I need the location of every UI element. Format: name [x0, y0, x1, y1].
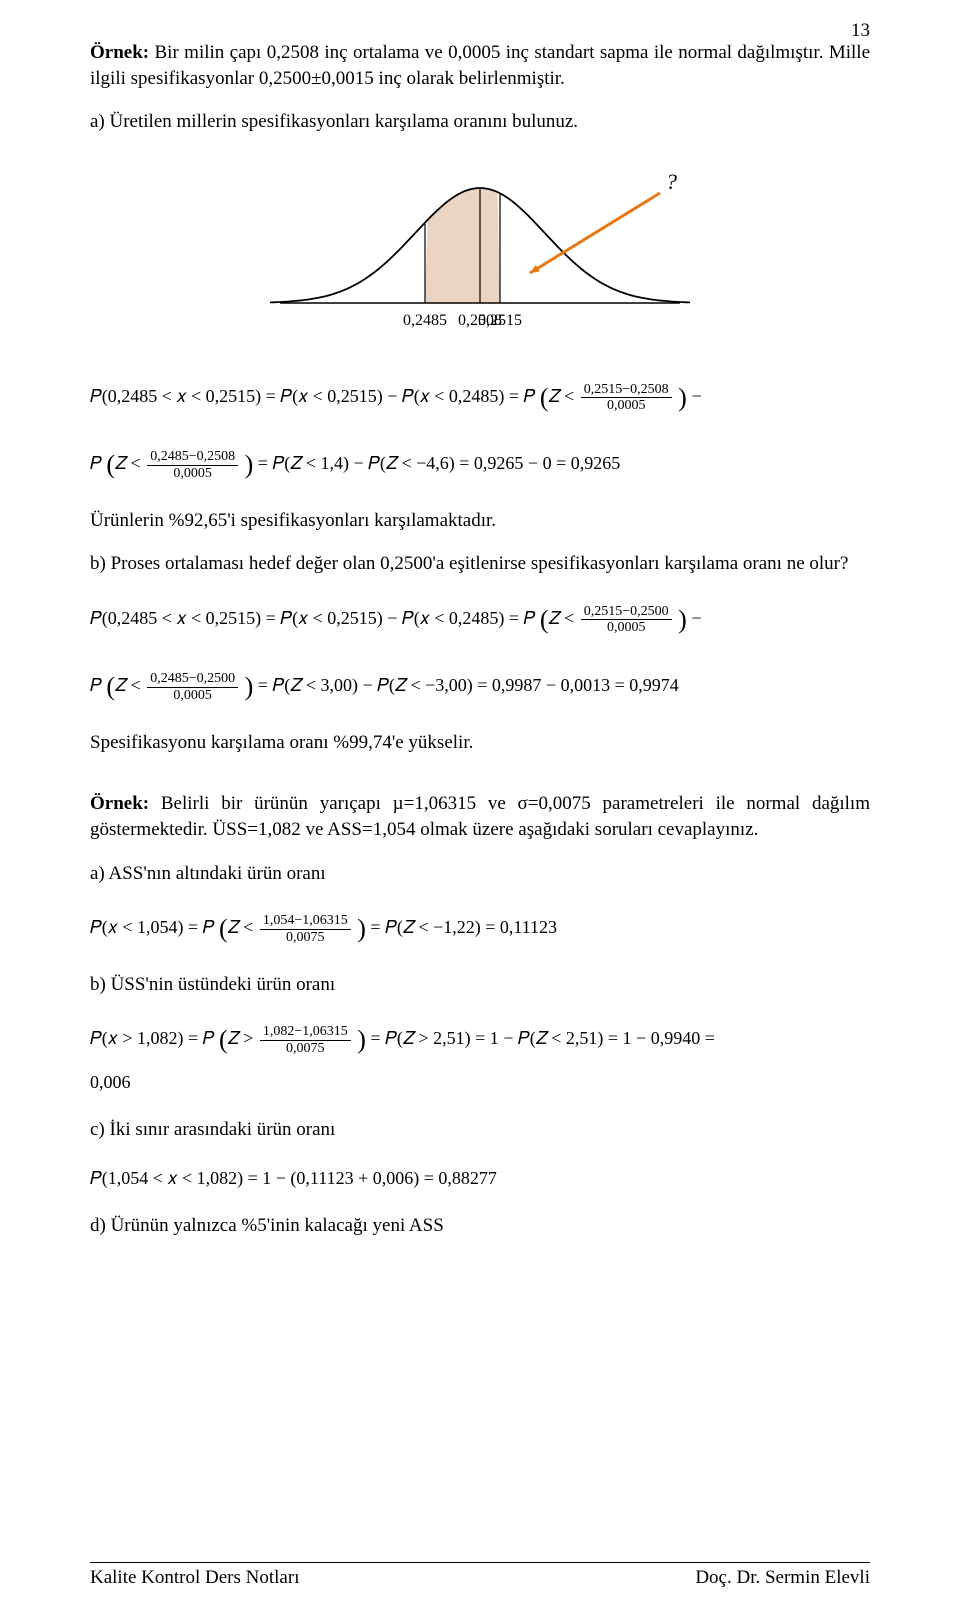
example2-b: b) ÜSS'nin üstündeki ürün oranı: [90, 972, 870, 998]
svg-text:0,2515: 0,2515: [478, 312, 522, 329]
svg-text:?: ?: [666, 169, 677, 194]
math-ex1a-line2: 𝑃 (𝑍 < 0,2485−0,25080,0005 ) = 𝑃(𝑍 < 1,4…: [90, 440, 870, 489]
math-text: 𝑃(𝑥 > 1,082) = 𝑃: [90, 1028, 214, 1048]
math-text: 𝑍 <: [549, 608, 575, 628]
fraction: 0,2515−0,25080,0005: [581, 382, 672, 414]
big-paren-close: ): [678, 605, 687, 634]
example2-d: d) Ürünün yalnızca %5'inin kalacağı yeni…: [90, 1213, 870, 1239]
denominator: 0,0075: [260, 1041, 351, 1056]
math-text: 𝑃(𝑥 < 1,054) = 𝑃: [90, 917, 214, 937]
example1-intro: Örnek: Bir milin çapı 0,2508 inç ortalam…: [90, 40, 870, 91]
big-paren-open: (: [219, 1025, 228, 1054]
math-ex1b-line2: 𝑃 (𝑍 < 0,2485−0,25000,0005 ) = 𝑃(𝑍 < 3,0…: [90, 662, 870, 711]
denominator: 0,0075: [260, 930, 351, 945]
normal-curve-svg: ?0,24850,25080,2515: [270, 153, 690, 353]
big-paren-open: (: [219, 914, 228, 943]
math-text: 𝑍 >: [228, 1028, 254, 1048]
page-footer: Kalite Kontrol Ders Notları Doç. Dr. Ser…: [90, 1562, 870, 1589]
svg-text:0,2485: 0,2485: [403, 312, 447, 329]
math-ex2c: 𝑃(1,054 < 𝑥 < 1,082) = 1 − (0,11123 + 0,…: [90, 1161, 870, 1195]
big-paren-close: ): [678, 383, 687, 412]
math-text: 𝑃: [90, 453, 102, 473]
big-paren-close: ): [357, 1025, 366, 1054]
numerator: 0,2515−0,2508: [581, 382, 672, 398]
example1-a: a) Üretilen millerin spesifikasyonları k…: [90, 109, 870, 135]
math-text: 𝑃(0,2485 < 𝑥 < 0,2515) = 𝑃(𝑥 < 0,2515) −…: [90, 386, 535, 406]
denominator: 0,0005: [147, 688, 238, 703]
math-text: 𝑍 <: [115, 453, 141, 473]
example1-b: b) Proses ortalaması hedef değer olan 0,…: [90, 551, 870, 577]
big-paren-open: (: [106, 672, 115, 701]
ex1-conclusion: Ürünlerin %92,65'i spesifikasyonları kar…: [90, 508, 870, 534]
math-ex2b-line2: 0,006: [90, 1065, 870, 1099]
big-paren-close: ): [357, 914, 366, 943]
math-ex1a-line1: 𝑃(0,2485 < 𝑥 < 0,2515) = 𝑃(𝑥 < 0,2515) −…: [90, 373, 870, 422]
example1-intro-text: Bir milin çapı 0,2508 inç ortalama ve 0,…: [90, 42, 870, 89]
example2-a: a) ASS'nın altındaki ürün oranı: [90, 861, 870, 887]
ex1b-conclusion: Spesifikasyonu karşılama oranı %99,74'e …: [90, 730, 870, 756]
numerator: 0,2485−0,2500: [147, 671, 238, 687]
math-text: −: [687, 608, 702, 628]
big-paren-open: (: [540, 605, 549, 634]
numerator: 0,2485−0,2508: [147, 449, 238, 465]
math-ex2a: 𝑃(𝑥 < 1,054) = 𝑃 (𝑍 < 1,054−1,063150,007…: [90, 904, 870, 953]
big-paren-open: (: [106, 450, 115, 479]
example-label: Örnek:: [90, 793, 149, 814]
fraction: 0,2485−0,25080,0005: [147, 449, 238, 481]
math-text: = 𝑃(𝑍 < 1,4) − 𝑃(𝑍 < −4,6) = 0,9265 − 0 …: [253, 453, 620, 473]
footer-right: Doç. Dr. Sermin Elevli: [695, 1567, 870, 1589]
math-text: = 𝑃(𝑍 < 3,00) − 𝑃(𝑍 < −3,00) = 0,9987 − …: [253, 675, 678, 695]
math-ex2b-line1: 𝑃(𝑥 > 1,082) = 𝑃 (𝑍 > 1,082−1,063150,007…: [90, 1015, 870, 1064]
fraction: 1,054−1,063150,0075: [260, 913, 351, 945]
math-ex1b-line1: 𝑃(0,2485 < 𝑥 < 0,2515) = 𝑃(𝑥 < 0,2515) −…: [90, 595, 870, 644]
math-text: −: [687, 386, 702, 406]
page: 13 Örnek: Bir milin çapı 0,2508 inç orta…: [0, 0, 960, 1617]
fraction: 1,082−1,063150,0075: [260, 1024, 351, 1056]
numerator: 1,054−1,06315: [260, 913, 351, 929]
denominator: 0,0005: [581, 620, 672, 635]
denominator: 0,0005: [581, 398, 672, 413]
math-text: 𝑍 <: [228, 917, 254, 937]
math-text: 𝑃(0,2485 < 𝑥 < 0,2515) = 𝑃(𝑥 < 0,2515) −…: [90, 608, 535, 628]
example2-intro-text: Belirli bir ürünün yarıçapı µ=1,06315 ve…: [90, 793, 870, 840]
example2-intro: Örnek: Belirli bir ürünün yarıçapı µ=1,0…: [90, 791, 870, 842]
math-text: 𝑃: [90, 675, 102, 695]
math-text: 𝑍 <: [549, 386, 575, 406]
example-label: Örnek:: [90, 42, 149, 63]
normal-chart: ?0,24850,25080,2515: [90, 153, 870, 353]
big-paren-close: ): [245, 450, 254, 479]
page-number: 13: [851, 20, 870, 42]
example2-c: c) İki sınır arasındaki ürün oranı: [90, 1117, 870, 1143]
fraction: 0,2485−0,25000,0005: [147, 671, 238, 703]
denominator: 0,0005: [147, 466, 238, 481]
math-text: = 𝑃(𝑍 < −1,22) = 0,11123: [366, 917, 557, 937]
math-text: 𝑍 <: [115, 675, 141, 695]
numerator: 0,2515−0,2500: [581, 604, 672, 620]
big-paren-open: (: [540, 383, 549, 412]
math-text: = 𝑃(𝑍 > 2,51) = 1 − 𝑃(𝑍 < 2,51) = 1 − 0,…: [366, 1028, 715, 1048]
big-paren-close: ): [245, 672, 254, 701]
fraction: 0,2515−0,25000,0005: [581, 604, 672, 636]
footer-left: Kalite Kontrol Ders Notları: [90, 1567, 299, 1589]
numerator: 1,082−1,06315: [260, 1024, 351, 1040]
